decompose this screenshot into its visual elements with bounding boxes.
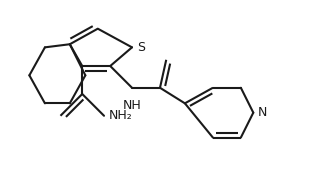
Text: NH₂: NH₂	[109, 109, 132, 122]
Text: S: S	[137, 41, 145, 54]
Text: NH: NH	[123, 99, 141, 112]
Text: N: N	[258, 106, 267, 119]
